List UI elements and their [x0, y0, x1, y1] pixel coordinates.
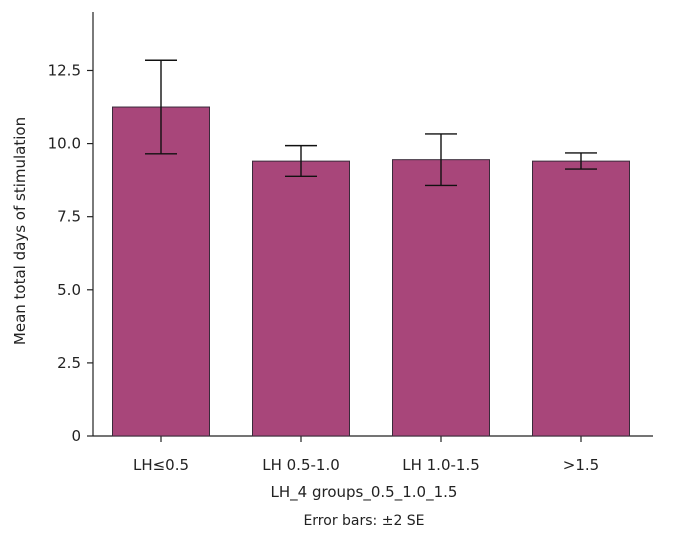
x-tick-label: LH≤0.5	[133, 456, 189, 474]
x-axis-title: LH_4 groups_0.5_1.0_1.5	[271, 483, 458, 502]
y-tick-label: 7.5	[57, 208, 81, 226]
x-axis: LH≤0.5 LH 0.5-1.0 LH 1.0-1.5 >1.5	[93, 435, 653, 474]
bar	[112, 106, 210, 437]
bar	[252, 160, 350, 437]
y-axis: 0 2.5 5.0 7.5 10.0 12.5	[48, 12, 94, 445]
y-tick-label: 0	[71, 427, 81, 445]
y-tick-label: 5.0	[57, 281, 81, 299]
error-bars-note: Error bars: ±2 SE	[303, 513, 424, 529]
bar	[392, 159, 490, 437]
y-axis-title: Mean total days of stimulation	[11, 117, 29, 345]
error-bars	[145, 59, 597, 187]
x-tick-label: >1.5	[563, 456, 599, 474]
y-tick-label: 10.0	[48, 135, 81, 153]
x-tick-label: LH 1.0-1.5	[402, 456, 480, 474]
y-tick-label: 12.5	[48, 61, 81, 79]
y-tick-label: 2.5	[57, 354, 81, 372]
bars	[112, 106, 630, 437]
x-tick-label: LH 0.5-1.0	[262, 456, 340, 474]
bar	[532, 160, 630, 437]
